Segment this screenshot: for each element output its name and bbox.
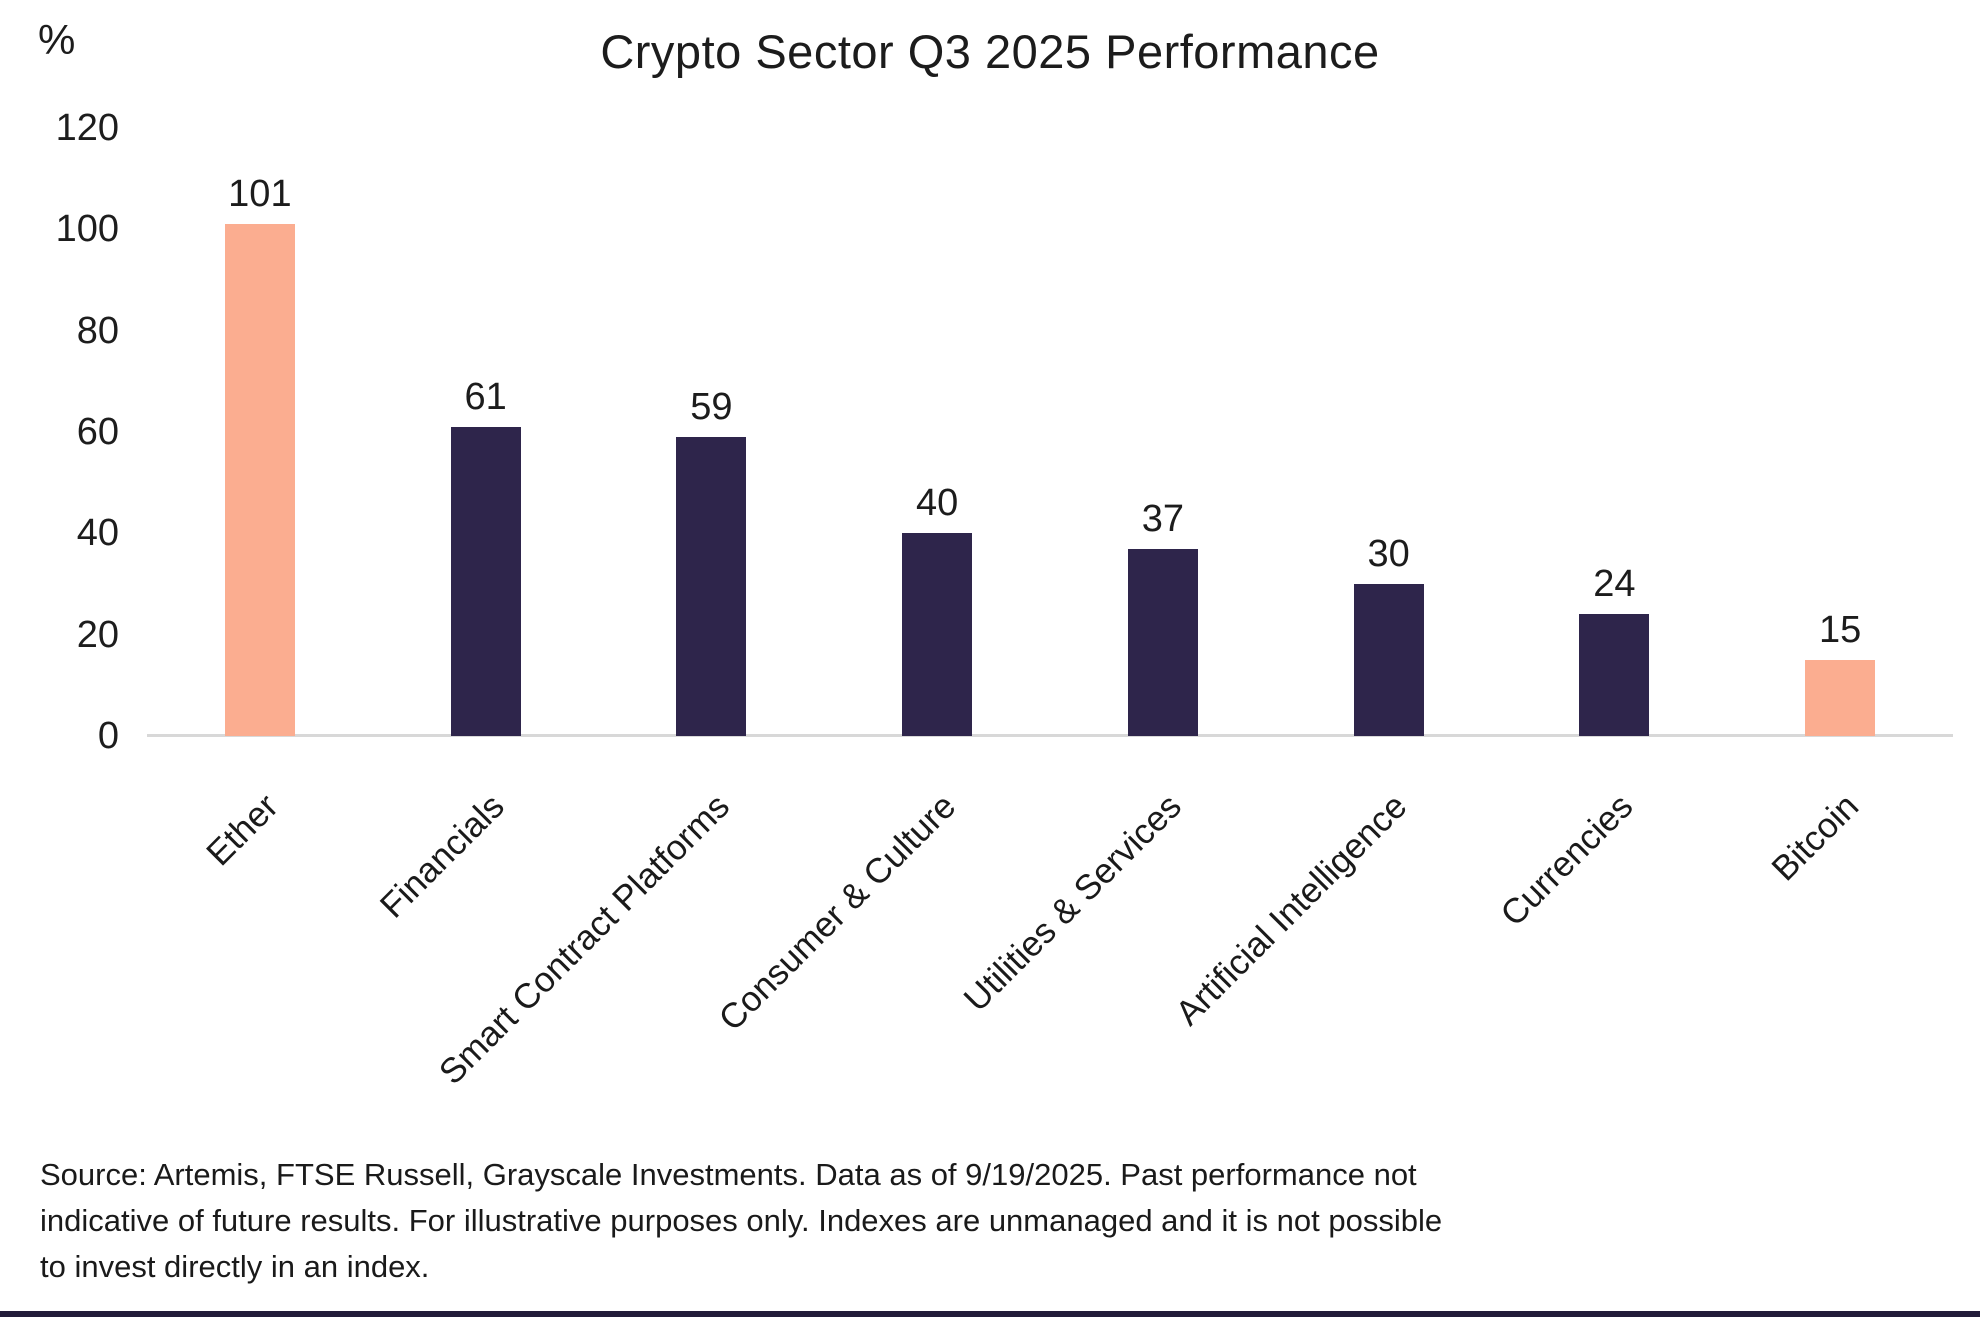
bar-value-label-bitcoin: 15 — [1818, 609, 1862, 651]
bar-ether — [224, 224, 295, 736]
bar-band-smart-contract-platforms: 59 — [599, 128, 825, 736]
bottom-border-rule — [0, 1311, 1980, 1317]
bar-artificial-intelligence — [1353, 584, 1424, 736]
x-category-label-financials: Financials — [372, 786, 512, 926]
x-label-band-bitcoin: Bitcoin — [1727, 762, 1953, 1162]
y-tick-label-80: 80 — [76, 309, 119, 352]
x-category-label-currencies: Currencies — [1493, 786, 1641, 934]
y-tick-label-120: 120 — [55, 107, 119, 149]
bar-band-currencies: 24 — [1502, 128, 1728, 736]
x-category-label-ether: Ether — [199, 786, 287, 874]
y-tick-label-40: 40 — [76, 512, 119, 555]
y-tick-label-60: 60 — [76, 411, 119, 453]
bar-value-label-utilities-services: 37 — [1141, 497, 1185, 540]
source-note-line: to invest directly in an index. — [40, 1249, 430, 1284]
y-tick-label-20: 20 — [76, 613, 119, 656]
bar-value-label-consumer-culture: 40 — [915, 482, 959, 525]
bar-value-label-smart-contract-platforms: 59 — [690, 386, 733, 429]
x-axis-category-labels: Ether Financials Smart Contract Platforms C… — [147, 762, 1953, 1162]
y-tick-label-0: 0 — [97, 715, 119, 757]
bar-band-artificial-intelligence: 30 — [1276, 128, 1502, 736]
bars-plot-area: 101 61 59 40 37 30 24 15 — [147, 128, 1953, 736]
source-note: Source: Artemis, FTSE Russell, Grayscale… — [40, 1152, 1940, 1290]
bar-bitcoin — [1805, 660, 1876, 736]
bar-consumer-culture — [902, 533, 973, 736]
bar-value-label-financials: 61 — [464, 375, 507, 418]
bar-value-label-artificial-intelligence: 30 — [1367, 533, 1410, 575]
x-label-band-artificial-intelligence: Artificial Intelligence — [1168, 762, 1502, 1162]
x-label-band-currencies: Currencies — [1493, 762, 1728, 1162]
source-note-line: indicative of future results. For illust… — [40, 1203, 1443, 1238]
bar-band-bitcoin: 15 — [1727, 128, 1953, 736]
bar-financials — [450, 426, 521, 736]
bar-utilities-services — [1127, 548, 1198, 736]
bar-band-ether: 101 — [147, 128, 373, 736]
source-note-line: Source: Artemis, FTSE Russell, Grayscale… — [40, 1157, 1417, 1192]
bar-value-label-currencies: 24 — [1593, 563, 1636, 606]
x-label-band-ether: Ether — [147, 762, 373, 1162]
bar-band-utilities-services: 37 — [1050, 128, 1276, 736]
y-tick-label-100: 100 — [55, 208, 119, 251]
bar-currencies — [1579, 614, 1650, 736]
chart-title: Crypto Sector Q3 2025 Performance — [600, 25, 1380, 78]
bar-band-consumer-culture: 40 — [824, 128, 1050, 736]
x-category-label-bitcoin: Bitcoin — [1764, 786, 1867, 889]
x-axis-line — [147, 734, 1953, 737]
y-axis-unit-label: % — [38, 16, 76, 63]
bar-smart-contract-platforms — [676, 437, 747, 736]
bar-value-label-ether: 101 — [228, 173, 292, 216]
bar-band-financials: 61 — [373, 128, 599, 736]
